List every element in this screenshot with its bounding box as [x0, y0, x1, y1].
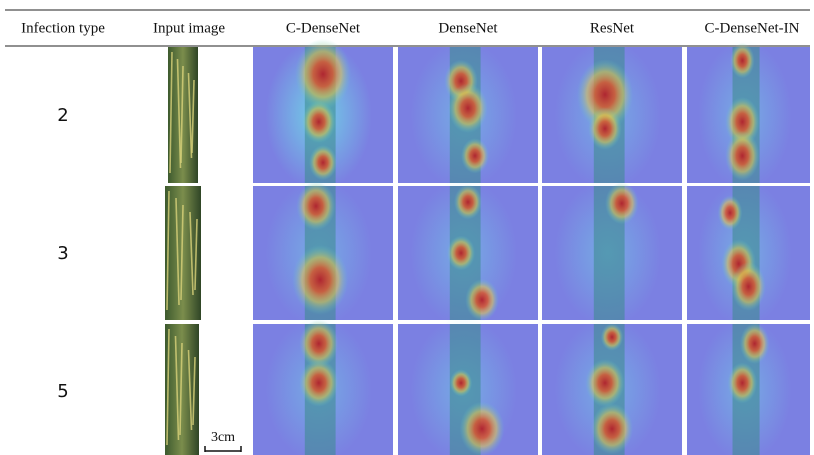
- heatmap-spot: [465, 279, 499, 321]
- heatmap-spot: [460, 402, 505, 455]
- images: [165, 39, 810, 455]
- row-label: 2: [57, 105, 68, 126]
- heatmap-spot: [718, 195, 743, 230]
- heatmap-spot: [447, 236, 475, 271]
- heatmap-spot: [728, 363, 758, 404]
- heatmap-spot: [585, 359, 624, 407]
- figure: Infection type Input image C-DenseNet De…: [0, 0, 814, 455]
- heatmap-spot: [454, 185, 482, 220]
- heatmap-spot: [299, 359, 338, 407]
- heatmap-spot: [730, 43, 755, 78]
- header: C-DenseNet: [286, 20, 361, 36]
- heatmap-spot: [725, 131, 759, 181]
- heatmap-spot: [740, 323, 770, 364]
- header: DenseNet: [438, 20, 498, 36]
- heatmap-spot: [605, 183, 639, 225]
- header: C-DenseNet-IN: [705, 20, 800, 36]
- heatmap-spot: [448, 83, 487, 133]
- header: Input image: [153, 20, 225, 36]
- heatmap-spot: [295, 39, 351, 110]
- heatmap-spot: [601, 323, 623, 350]
- heatmap-spot: [450, 369, 472, 396]
- heatmap-spot: [591, 403, 633, 454]
- header: ResNet: [590, 20, 635, 36]
- heatmap-spot: [588, 107, 622, 149]
- heatmap-spot: [296, 182, 335, 231]
- heatmap-spot: [309, 145, 337, 180]
- heatmap-spot: [731, 262, 765, 311]
- scale-label: 3cm: [211, 430, 235, 445]
- row-label: 3: [57, 243, 68, 264]
- heatmap-spot: [292, 245, 348, 315]
- header: Infection type: [21, 20, 105, 36]
- heatmap-spot: [302, 101, 336, 143]
- heatmap-spot: [461, 138, 489, 173]
- row-label: 5: [57, 381, 68, 402]
